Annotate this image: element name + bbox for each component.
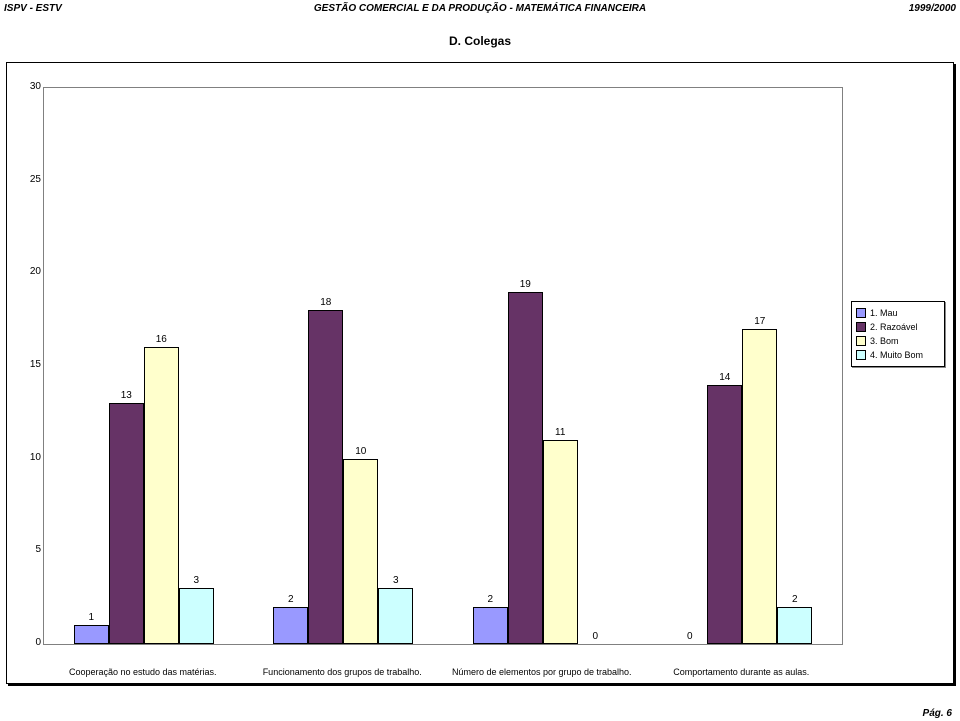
value-label: 16 [156, 334, 167, 345]
legend-label-muito-bom: 4. Muito Bom [870, 350, 923, 360]
value-label: 1 [88, 612, 94, 623]
bar [378, 588, 413, 644]
legend-item-muito-bom: 4. Muito Bom [856, 348, 940, 362]
bar [707, 385, 742, 644]
bar [508, 292, 543, 644]
y-tick-label: 20 [11, 266, 41, 277]
bar [777, 607, 812, 644]
y-tick-label: 10 [11, 452, 41, 463]
bar [308, 310, 343, 644]
header-right: 1999/2000 [909, 3, 956, 14]
bar [109, 403, 144, 644]
bar [179, 588, 214, 644]
legend-swatch-bom [856, 336, 866, 346]
legend: 1. Mau 2. Razoável 3. Bom 4. Muito Bom [851, 301, 945, 367]
value-label: 2 [792, 594, 798, 605]
value-label: 11 [555, 427, 565, 438]
value-label: 0 [687, 631, 693, 642]
bar [742, 329, 777, 644]
legend-label-razoavel: 2. Razoável [870, 322, 918, 332]
legend-item-bom: 3. Bom [856, 334, 940, 348]
legend-label-bom: 3. Bom [870, 336, 899, 346]
chart-frame: 0 5 10 15 20 25 30 1 13 16 3 2 18 10 3 2 19 11 0 0 14 17 2 Co… [6, 62, 954, 684]
x-tick-label: Funcionamento dos grupos de trabalho. [243, 667, 443, 677]
value-label: 18 [320, 297, 331, 308]
bar [543, 440, 578, 644]
y-tick-label: 5 [11, 544, 41, 555]
legend-item-mau: 1. Mau [856, 306, 940, 320]
x-tick-label: Cooperação no estudo das matérias. [43, 667, 243, 677]
value-label: 2 [288, 594, 294, 605]
value-label: 0 [592, 631, 598, 642]
y-tick-label: 30 [11, 81, 41, 92]
page: ISPV - ESTV GESTÃO COMERCIAL E DA PRODUÇ… [0, 0, 960, 721]
chart-title: D. Colegas [0, 34, 960, 48]
legend-item-razoavel: 2. Razoável [856, 320, 940, 334]
page-footer: Pág. 6 [923, 708, 952, 719]
legend-swatch-muito-bom [856, 350, 866, 360]
value-label: 3 [193, 575, 199, 586]
header-center: GESTÃO COMERCIAL E DA PRODUÇÃO - MATEMÁT… [4, 3, 956, 14]
value-label: 14 [719, 372, 730, 383]
value-label: 2 [487, 594, 493, 605]
y-tick-label: 25 [11, 174, 41, 185]
bar [144, 347, 179, 644]
y-tick-label: 15 [11, 359, 41, 370]
bar [473, 607, 508, 644]
plot-area: 1 13 16 3 2 18 10 3 2 19 11 0 0 14 17 2 [43, 87, 843, 645]
value-label: 19 [520, 279, 531, 290]
value-label: 17 [754, 316, 765, 327]
legend-swatch-mau [856, 308, 866, 318]
page-header: ISPV - ESTV GESTÃO COMERCIAL E DA PRODUÇ… [4, 3, 956, 19]
legend-swatch-razoavel [856, 322, 866, 332]
value-label: 3 [393, 575, 399, 586]
legend-label-mau: 1. Mau [870, 308, 898, 318]
bar [343, 459, 378, 644]
bar [273, 607, 308, 644]
value-label: 13 [121, 390, 132, 401]
value-label: 10 [355, 446, 366, 457]
x-tick-label: Número de elementos por grupo de trabalh… [442, 667, 642, 677]
y-tick-label: 0 [11, 637, 41, 648]
x-tick-label: Comportamento durante as aulas. [642, 667, 842, 677]
bar [74, 625, 109, 644]
